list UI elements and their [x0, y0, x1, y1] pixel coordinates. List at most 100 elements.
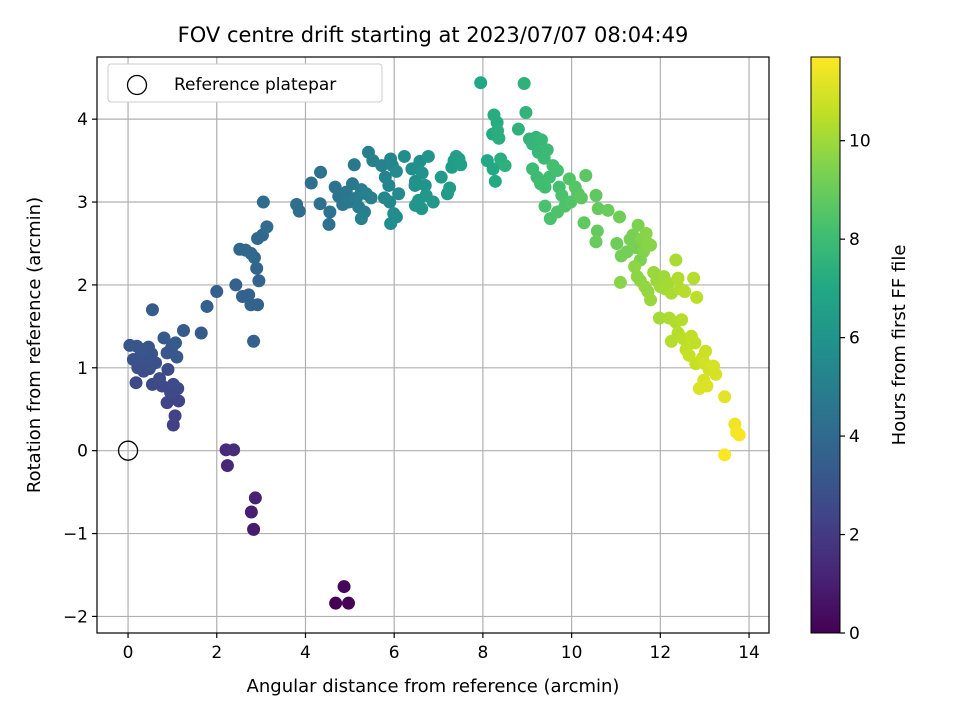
reference-marker-layer: [117, 440, 139, 461]
chart-title: FOV centre drift starting at 2023/07/07 …: [178, 23, 689, 47]
scatter-point: [426, 195, 440, 209]
scatter-point: [227, 443, 241, 457]
scatter-point: [664, 334, 678, 348]
x-tick-label: 14: [738, 643, 760, 663]
scatter-point: [229, 278, 243, 292]
scatter-point: [123, 338, 137, 352]
scatter-point: [652, 311, 666, 325]
colorbar-tick-label: 4: [849, 427, 860, 447]
y-tick-label: 1: [77, 359, 88, 379]
scatter-point: [644, 293, 658, 307]
scatter-point: [474, 76, 488, 90]
scatter-point: [250, 261, 264, 275]
scatter-point: [244, 505, 258, 519]
scatter-point: [639, 227, 653, 241]
scatter-point: [347, 158, 361, 172]
scatter-point: [498, 159, 512, 173]
colorbar-tick-label: 8: [849, 230, 860, 250]
scatter-point: [555, 188, 569, 202]
scatter-point: [220, 459, 234, 473]
scatter-point: [242, 288, 256, 302]
colorbar-tick-label: 6: [849, 329, 860, 349]
scatter-point: [342, 596, 356, 610]
scatter-point: [511, 122, 525, 136]
scatter-point: [534, 133, 548, 147]
x-axis-label: Angular distance from reference (arcmin): [247, 676, 620, 697]
y-tick-label: −1: [63, 525, 88, 545]
scatter-point: [161, 362, 175, 376]
scatter-point: [687, 271, 701, 285]
legend-marker-reference: [126, 74, 148, 96]
scatter-point: [157, 331, 171, 345]
scatter-point: [418, 178, 432, 192]
scatter-point: [292, 204, 306, 218]
scatter-point: [247, 334, 261, 348]
scatter-point: [304, 176, 318, 190]
scatter-point: [172, 394, 186, 408]
reference-platepar-marker: [117, 440, 139, 461]
scatter-point: [322, 217, 336, 231]
scatter-point: [488, 174, 502, 188]
scatter-point: [260, 220, 274, 234]
scatter-point: [251, 298, 265, 312]
scatter-point: [589, 188, 603, 202]
y-tick-label: 4: [77, 110, 88, 130]
scatter-point: [233, 242, 247, 256]
scatter-point: [591, 202, 605, 216]
scatter-point: [248, 491, 262, 505]
x-tick-label: 6: [389, 643, 400, 663]
colorbar-gradient: [810, 56, 841, 634]
y-axis-ticks: −2 −1 0 1 2 3 4: [63, 110, 97, 627]
scatter-point: [574, 191, 588, 205]
y-tick-label: 0: [77, 442, 88, 462]
scatter-point: [247, 522, 261, 536]
scatter-point: [709, 367, 723, 381]
scatter-point: [408, 198, 422, 212]
scatter-point: [613, 275, 627, 289]
scatter-point: [382, 178, 396, 192]
x-tick-label: 12: [650, 643, 672, 663]
y-axis-label: Rotation from reference (arcmin): [24, 197, 45, 493]
x-tick-label: 10: [561, 643, 583, 663]
scatter-point: [210, 285, 224, 299]
x-tick-label: 0: [123, 643, 134, 663]
colorbar-tick-label: 10: [849, 132, 871, 152]
scatter-point: [176, 323, 190, 337]
scatter-point: [671, 271, 685, 285]
x-axis-ticks: 0 2 4 6 8 10 12 14: [123, 633, 760, 663]
scatter-point: [166, 377, 180, 391]
scatter-point: [550, 164, 564, 178]
scatter-point: [408, 178, 422, 192]
scatter-point: [661, 276, 675, 290]
x-tick-label: 4: [300, 643, 311, 663]
scatter-point: [538, 180, 552, 194]
legend-box: [107, 63, 383, 103]
scatter-point: [538, 199, 552, 213]
scatter-point: [631, 218, 645, 232]
scatter-point: [194, 326, 208, 340]
scatter-point: [354, 212, 368, 226]
scatter-point: [434, 170, 448, 184]
scatter-point: [252, 274, 266, 288]
scatter-point: [314, 165, 328, 179]
legend: Reference platepar: [107, 63, 383, 103]
scatter-point: [690, 290, 704, 304]
scatter-point: [675, 313, 689, 327]
scatter-point: [540, 143, 554, 157]
colorbar-tick-label: 0: [849, 624, 860, 644]
scatter-point: [397, 149, 411, 163]
scatter-point: [692, 382, 706, 396]
scatter-point: [169, 336, 183, 350]
scatter-point: [579, 169, 593, 183]
scatter-point: [137, 343, 151, 357]
scatter-point: [732, 428, 746, 442]
scatter-point: [678, 285, 692, 299]
y-tick-label: 2: [77, 276, 88, 296]
scatter-point: [421, 149, 435, 163]
scatter-point: [718, 448, 732, 462]
scatter-point: [564, 195, 578, 209]
scatter-point: [329, 596, 343, 610]
scatter-point: [454, 158, 468, 172]
scatter-point: [129, 376, 143, 390]
